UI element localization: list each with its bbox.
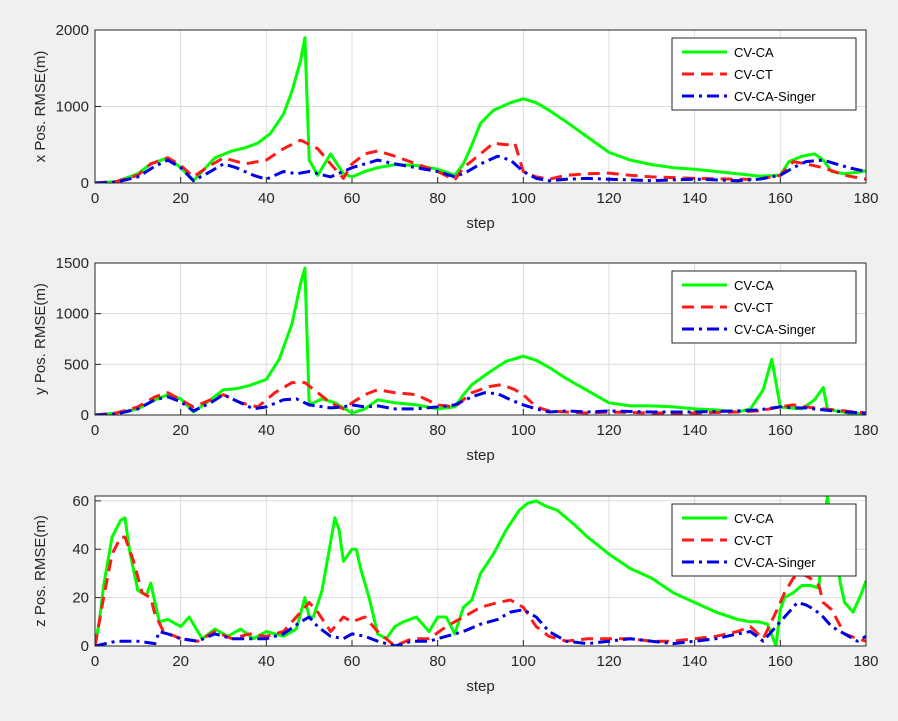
legend-label: CV-CA bbox=[734, 278, 774, 293]
x-tick-label: 0 bbox=[91, 190, 99, 207]
series-line-cv-ca bbox=[95, 266, 866, 415]
legend-label: CV-CA bbox=[734, 45, 774, 60]
legend-label: CV-CA bbox=[734, 511, 774, 526]
legend-label: CV-CA-Singer bbox=[734, 322, 816, 337]
series-line-cv-ca bbox=[95, 36, 866, 183]
y-tick-label: 1000 bbox=[56, 306, 89, 323]
legend-label: CV-CA-Singer bbox=[734, 89, 816, 104]
x-tick-label: 140 bbox=[682, 422, 707, 439]
y-axis-label: z Pos. RMSE(m) bbox=[32, 515, 49, 627]
x-tick-label: 40 bbox=[258, 653, 275, 670]
legend: CV-CA CV-CT CV-CA-Singer bbox=[671, 37, 857, 111]
axes-box bbox=[94, 29, 867, 184]
y-tick-label: 1000 bbox=[56, 99, 89, 116]
x-axis-label: step bbox=[466, 215, 494, 232]
legend: CV-CA CV-CT CV-CA-Singer bbox=[671, 503, 857, 577]
legend-label: CV-CT bbox=[734, 67, 773, 82]
x-axis-label: step bbox=[466, 678, 494, 695]
axes-box bbox=[94, 262, 867, 416]
x-tick-label: 60 bbox=[344, 653, 361, 670]
y-tick-label: 2000 bbox=[56, 22, 89, 39]
x-tick-label: 180 bbox=[853, 422, 878, 439]
y-tick-label: 500 bbox=[64, 356, 89, 373]
series-group bbox=[95, 36, 866, 183]
x-tick-label: 0 bbox=[91, 422, 99, 439]
chart-panel-2: 0 20 40 60 80 100 120 140 160 180 0 500 1000 1500 step… bbox=[32, 255, 879, 464]
x-tick-label: 80 bbox=[429, 422, 446, 439]
y-axis-label: x Pos. RMSE(m) bbox=[32, 51, 49, 163]
axes-box bbox=[94, 495, 867, 647]
y-axis-label: y Pos. RMSE(m) bbox=[32, 283, 49, 395]
x-tick-label: 180 bbox=[853, 190, 878, 207]
x-tick-label: 80 bbox=[429, 653, 446, 670]
x-tick-label: 40 bbox=[258, 422, 275, 439]
x-tick-label: 100 bbox=[511, 190, 536, 207]
x-tick-label: 20 bbox=[172, 190, 189, 207]
y-tick-label: 20 bbox=[72, 590, 89, 607]
x-tick-label: 140 bbox=[682, 190, 707, 207]
x-tick-label: 100 bbox=[511, 422, 536, 439]
series-line-cv-ca-singer bbox=[95, 601, 866, 646]
x-tick-label: 120 bbox=[596, 653, 621, 670]
series-line-cv-ca-singer bbox=[95, 391, 866, 415]
x-tick-label: 80 bbox=[429, 190, 446, 207]
legend-label: CV-CA-Singer bbox=[734, 555, 816, 570]
legend-label: CV-CT bbox=[734, 533, 773, 548]
y-tick-label: 60 bbox=[72, 493, 89, 510]
series-group bbox=[95, 266, 866, 415]
y-tick-label: 40 bbox=[72, 541, 89, 558]
legend-label: CV-CT bbox=[734, 300, 773, 315]
x-axis-label: step bbox=[466, 447, 494, 464]
series-group bbox=[95, 496, 866, 646]
y-tick-label: 0 bbox=[81, 175, 89, 192]
chart-panel-1: 0 20 40 60 80 100 120 140 160 180 0 1000 2000 step x P… bbox=[32, 22, 879, 232]
x-tick-label: 0 bbox=[91, 653, 99, 670]
x-tick-label: 20 bbox=[172, 653, 189, 670]
x-tick-label: 160 bbox=[768, 190, 793, 207]
series-line-cv-ca-singer bbox=[95, 154, 866, 183]
x-tick-label: 120 bbox=[596, 422, 621, 439]
x-tick-label: 160 bbox=[768, 422, 793, 439]
x-tick-label: 140 bbox=[682, 653, 707, 670]
x-tick-label: 60 bbox=[344, 422, 361, 439]
x-tick-label: 60 bbox=[344, 190, 361, 207]
series-line-cv-ca bbox=[95, 496, 866, 646]
legend: CV-CA CV-CT CV-CA-Singer bbox=[671, 270, 857, 344]
y-tick-label: 0 bbox=[81, 638, 89, 655]
x-tick-label: 180 bbox=[853, 653, 878, 670]
chart-panel-3: 0 20 40 60 80 100 120 140 160 180 0 20 40 60 step z Pos… bbox=[32, 493, 879, 695]
x-tick-label: 40 bbox=[258, 190, 275, 207]
y-tick-label: 1500 bbox=[56, 255, 89, 272]
x-tick-label: 20 bbox=[172, 422, 189, 439]
y-tick-label: 0 bbox=[81, 407, 89, 424]
x-tick-label: 120 bbox=[596, 190, 621, 207]
x-tick-label: 160 bbox=[768, 653, 793, 670]
x-tick-label: 100 bbox=[511, 653, 536, 670]
